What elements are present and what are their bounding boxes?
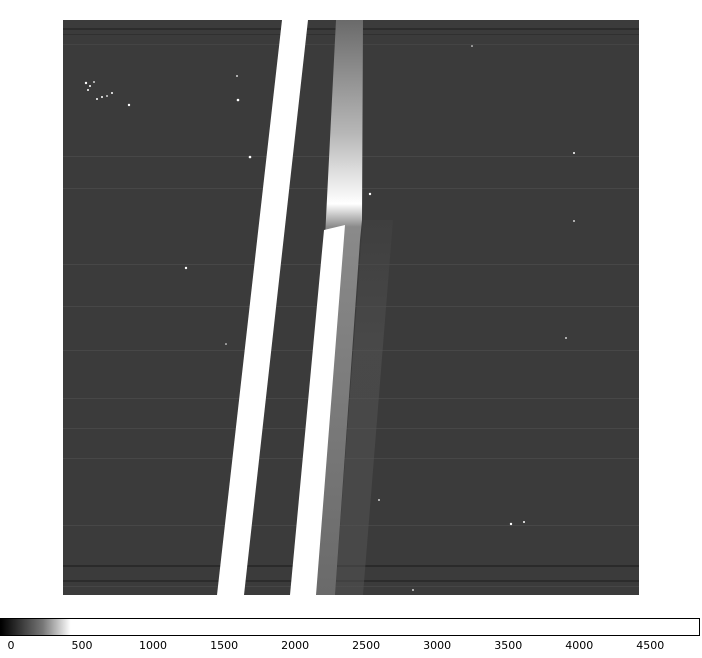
colorbar-tick-label: 2000 <box>281 639 310 652</box>
colorbar-tick-label: 500 <box>71 639 93 652</box>
colorbar-tick-label: 2500 <box>352 639 381 652</box>
frame-image <box>63 20 639 595</box>
colorbar-tick-label: 1500 <box>210 639 239 652</box>
image-panel[interactable] <box>63 20 639 595</box>
colorbar-tick-label: 4000 <box>565 639 594 652</box>
colorbar-tick-label: 3500 <box>494 639 523 652</box>
bright-trace-band-2 <box>290 225 345 595</box>
colorbar-tick-label: 1000 <box>139 639 168 652</box>
colorbar-tick-label: 0 <box>7 639 15 652</box>
hot-pixels <box>84 45 575 591</box>
faint-trace-band <box>335 220 393 595</box>
colorbar <box>0 618 700 636</box>
colorbar-tick-label: 4500 <box>636 639 665 652</box>
colorbar-tick-label: 3000 <box>423 639 452 652</box>
bright-trace-band <box>217 20 308 595</box>
